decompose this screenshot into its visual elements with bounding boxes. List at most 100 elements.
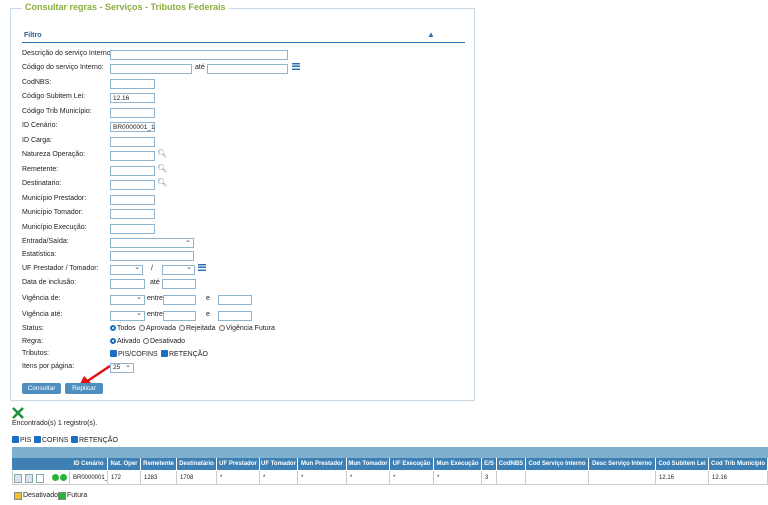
column-header: CodNBS: [497, 458, 526, 470]
checkbox[interactable]: [71, 436, 78, 443]
text-input[interactable]: [163, 295, 196, 305]
text-input[interactable]: [110, 180, 155, 190]
radio-option[interactable]: Ativado: [110, 338, 140, 345]
text-input[interactable]: [110, 137, 155, 147]
column-header: Mun Tomador: [347, 458, 390, 470]
list-icon[interactable]: [292, 63, 300, 71]
column-header: UF Tomador: [260, 458, 298, 470]
text-input[interactable]: [110, 50, 288, 60]
text-input[interactable]: 12.16: [110, 93, 155, 103]
select[interactable]: [110, 264, 143, 275]
option-label: PIS/COFINS: [118, 351, 158, 358]
table-cell: 172: [108, 471, 141, 485]
table-cell: [497, 471, 526, 485]
field-label: Código Trib Município:: [22, 108, 92, 115]
separator: /: [151, 265, 153, 272]
field-label: Itens por página:: [22, 363, 75, 370]
radio[interactable]: [110, 325, 116, 331]
column-toggle[interactable]: COFINS: [34, 436, 68, 444]
radio-option[interactable]: Todos: [110, 325, 136, 332]
column-header: UF Prestador: [217, 458, 260, 470]
table-cell: *: [347, 471, 390, 485]
table-cell: *: [390, 471, 434, 485]
text-input[interactable]: [110, 195, 155, 205]
field-label: Código Subitem Lei:: [22, 93, 86, 100]
action-icon[interactable]: [14, 474, 22, 483]
text-input[interactable]: [110, 108, 155, 118]
text-input[interactable]: [110, 166, 155, 176]
action-icon[interactable]: [36, 474, 44, 483]
checkbox[interactable]: [12, 436, 19, 443]
legend-swatch: [14, 492, 22, 500]
column-header: Cod Trib Município: [709, 458, 768, 470]
select[interactable]: [110, 237, 194, 248]
table-cell: 12.16: [709, 471, 768, 485]
text-input[interactable]: [110, 151, 155, 161]
text-input[interactable]: [110, 251, 194, 261]
text-input[interactable]: [163, 311, 196, 321]
radio-option[interactable]: Vigência Futura: [219, 325, 275, 332]
column-header: Mun Prestador: [298, 458, 347, 470]
separator: entre: [147, 311, 163, 318]
filter-label: Filtro: [24, 32, 42, 39]
radio-option[interactable]: Rejeitada: [179, 325, 216, 332]
select[interactable]: [110, 294, 145, 305]
column-toggle[interactable]: RETENÇÃO: [71, 436, 118, 444]
separator: entre: [147, 295, 163, 302]
text-input[interactable]: BR0000001_1: [110, 122, 155, 132]
checkbox-option[interactable]: RETENÇÃO: [161, 350, 208, 358]
radio[interactable]: [219, 325, 225, 331]
action-icon[interactable]: [25, 474, 33, 483]
field-label: Vigência até:: [22, 311, 63, 318]
checkbox[interactable]: [161, 350, 168, 357]
text-input[interactable]: [110, 209, 155, 219]
column-header: Mun Execução: [434, 458, 482, 470]
text-input[interactable]: [162, 279, 196, 289]
field-label: Tributos:: [22, 350, 49, 357]
option-label: Aprovada: [146, 325, 176, 332]
legend-label: Desativado: [23, 492, 59, 499]
search-icon[interactable]: 🔍︎: [157, 178, 168, 187]
button[interactable]: Replicar: [65, 383, 103, 394]
search-icon[interactable]: 🔍︎: [157, 164, 168, 173]
radio[interactable]: [143, 338, 149, 344]
text-input[interactable]: [110, 279, 145, 289]
select[interactable]: [162, 264, 195, 275]
search-icon[interactable]: 🔍︎: [157, 149, 168, 158]
column-header: UF Execução: [390, 458, 434, 470]
separator: até: [195, 64, 205, 71]
select[interactable]: 25: [110, 362, 134, 373]
checkbox[interactable]: [110, 350, 117, 357]
radio[interactable]: [110, 338, 116, 344]
radio-option[interactable]: Aprovada: [139, 325, 176, 332]
column-header: Cod Subitem Lei: [656, 458, 709, 470]
excel-icon[interactable]: [12, 407, 24, 419]
column-header: ID Cenário: [70, 458, 108, 470]
text-input[interactable]: [110, 64, 192, 74]
table-cell: BR0000001_1: [70, 471, 108, 485]
select[interactable]: [110, 310, 145, 321]
button[interactable]: Consultar: [22, 383, 61, 394]
field-label: Município Tomador:: [22, 209, 83, 216]
field-label: Descrição do serviço Interno:: [22, 50, 113, 57]
text-input[interactable]: [218, 295, 252, 305]
radio[interactable]: [179, 325, 185, 331]
text-input[interactable]: [110, 79, 155, 89]
text-input[interactable]: [218, 311, 252, 321]
filter-panel: [10, 8, 475, 401]
checkbox[interactable]: [34, 436, 41, 443]
radio-option[interactable]: Desativado: [143, 338, 185, 345]
arrow-shaft: [85, 364, 111, 384]
collapse-arrow[interactable]: ▲: [427, 30, 435, 39]
text-input[interactable]: [207, 64, 288, 74]
option-label: Vigência Futura: [226, 325, 275, 332]
list-icon[interactable]: [198, 264, 206, 272]
radio[interactable]: [139, 325, 145, 331]
column-toggle[interactable]: PIS: [12, 436, 31, 444]
column-header: Nat. Oper: [108, 458, 141, 470]
filter-rule: [22, 42, 465, 43]
checkbox-option[interactable]: PIS/COFINS: [110, 350, 158, 358]
table-cell: 1708: [177, 471, 217, 485]
field-label: Município Prestador:: [22, 195, 87, 202]
text-input[interactable]: [110, 224, 155, 234]
